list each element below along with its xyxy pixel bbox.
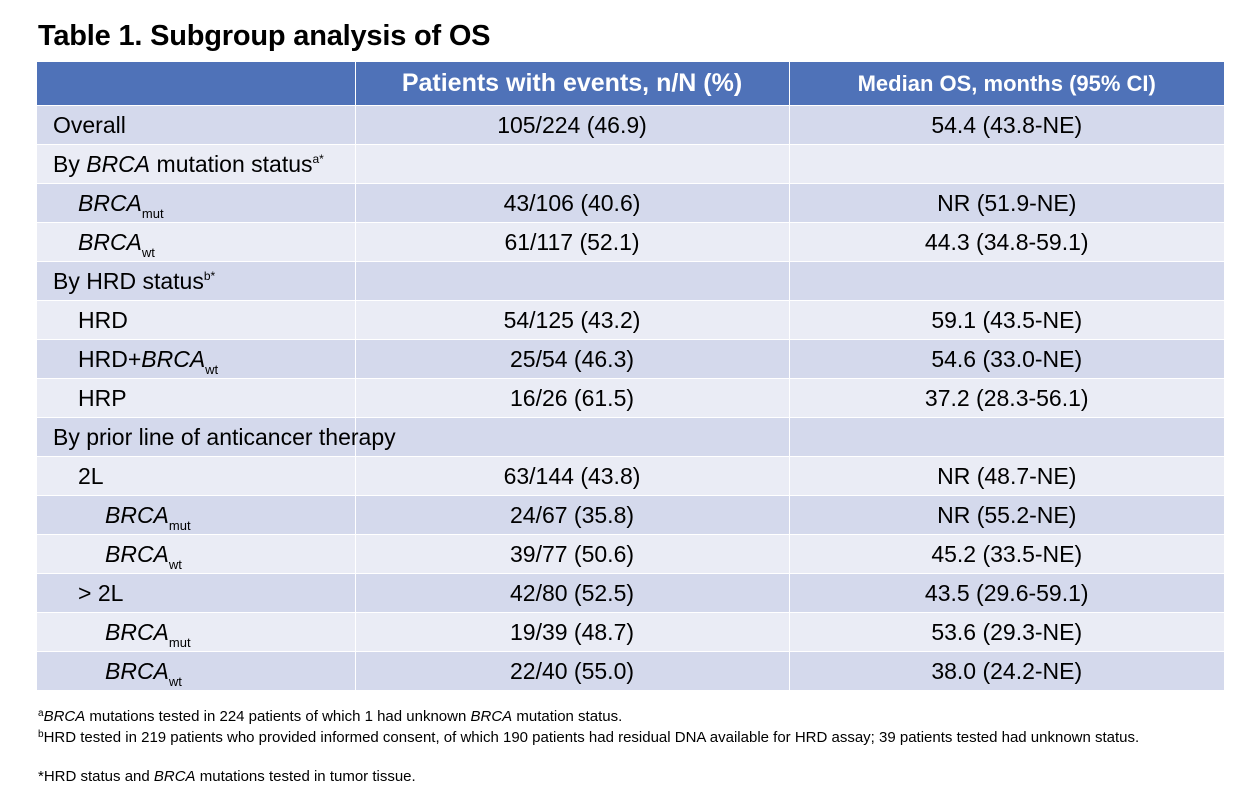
row-events [355,417,790,457]
row-label: HRD [37,300,356,340]
table-row-brca-wt: BRCAwt 61/117 (52.1) 44.3 (34.8-59.1) [37,222,1224,262]
row-events: 25/54 (46.3) [355,339,790,379]
row-events: 63/144 (43.8) [355,456,790,496]
section-label: By prior line of anticancer therapy [37,417,396,457]
row-events [355,144,790,184]
table-row-hrp: HRP 16/26 (61.5) 37.2 (28.3-56.1) [37,378,1224,418]
table-row-over-2l-brca-mut: BRCAmut 19/39 (48.7) 53.6 (29.3-NE) [37,612,1224,652]
row-label: BRCAwt [37,222,356,262]
row-median-os: NR (48.7-NE) [789,456,1224,496]
table-row-hrd: HRD 54/125 (43.2) 59.1 (43.5-NE) [37,300,1224,340]
row-median-os [789,261,1224,301]
row-label: HRP [37,378,356,418]
row-events: 16/26 (61.5) [355,378,790,418]
table-row-2l-brca-wt: BRCAwt 39/77 (50.6) 45.2 (33.5-NE) [37,534,1224,574]
section-label: By HRD statusb* [37,261,356,301]
row-events: 61/117 (52.1) [355,222,790,262]
table-title: Table 1. Subgroup analysis of OS [38,20,491,52]
row-median-os: 44.3 (34.8-59.1) [789,222,1224,262]
table-row-2l-brca-mut: BRCAmut 24/67 (35.8) NR (55.2-NE) [37,495,1224,535]
table-row-section-hrd: By HRD statusb* [37,261,1224,301]
row-median-os: 38.0 (24.2-NE) [789,651,1224,690]
footnote-c: *HRD status and BRCA mutations tested in… [38,768,416,785]
row-events: 54/125 (43.2) [355,300,790,340]
row-label: Overall [37,105,356,145]
row-median-os: 43.5 (29.6-59.1) [789,573,1224,613]
header-subgroup [37,62,356,106]
row-events: 42/80 (52.5) [355,573,790,613]
row-median-os: NR (55.2-NE) [789,495,1224,535]
table-header-row: Patients with events, n/N (%) Median OS,… [37,62,1224,106]
row-label: 2L [37,456,356,496]
table-row-2l: 2L 63/144 (43.8) NR (48.7-NE) [37,456,1224,496]
row-events: 24/67 (35.8) [355,495,790,535]
row-events: 39/77 (50.6) [355,534,790,574]
row-median-os: 45.2 (33.5-NE) [789,534,1224,574]
table-row-section-brca: By BRCA mutation statusa* [37,144,1224,184]
table-row-over-2l-brca-wt: BRCAwt 22/40 (55.0) 38.0 (24.2-NE) [37,651,1224,690]
subgroup-os-table: Patients with events, n/N (%) Median OS,… [37,62,1224,690]
row-events: 22/40 (55.0) [355,651,790,690]
row-median-os: 37.2 (28.3-56.1) [789,378,1224,418]
row-median-os: NR (51.9-NE) [789,183,1224,223]
table-row-over-2l: > 2L 42/80 (52.5) 43.5 (29.6-59.1) [37,573,1224,613]
header-patients-with-events: Patients with events, n/N (%) [355,62,790,106]
table-row-brca-mut: BRCAmut 43/106 (40.6) NR (51.9-NE) [37,183,1224,223]
row-events: 19/39 (48.7) [355,612,790,652]
row-label: BRCAmut [37,183,356,223]
row-label: HRD+BRCAwt [37,339,356,379]
row-label: > 2L [37,573,356,613]
row-events: 105/224 (46.9) [355,105,790,145]
row-label: BRCAmut [37,495,356,535]
row-label: BRCAwt [37,651,356,690]
section-label: By BRCA mutation statusa* [37,144,356,184]
row-median-os: 59.1 (43.5-NE) [789,300,1224,340]
row-median-os: 54.4 (43.8-NE) [789,105,1224,145]
row-label: BRCAmut [37,612,356,652]
row-label: BRCAwt [37,534,356,574]
row-median-os [789,144,1224,184]
table-row-section-prior-line: By prior line of anticancer therapy [37,417,1224,457]
row-median-os: 53.6 (29.3-NE) [789,612,1224,652]
footnote-b: bHRD tested in 219 patients who provided… [38,729,1140,746]
table-row-overall: Overall 105/224 (46.9) 54.4 (43.8-NE) [37,105,1224,145]
row-events [355,261,790,301]
table-row-hrd-brca-wt: HRD+BRCAwt 25/54 (46.3) 54.6 (33.0-NE) [37,339,1224,379]
row-events: 43/106 (40.6) [355,183,790,223]
header-median-os: Median OS, months (95% CI) [789,62,1224,106]
row-median-os [789,417,1224,457]
row-median-os: 54.6 (33.0-NE) [789,339,1224,379]
footnote-a: aBRCA mutations tested in 224 patients o… [38,708,623,725]
